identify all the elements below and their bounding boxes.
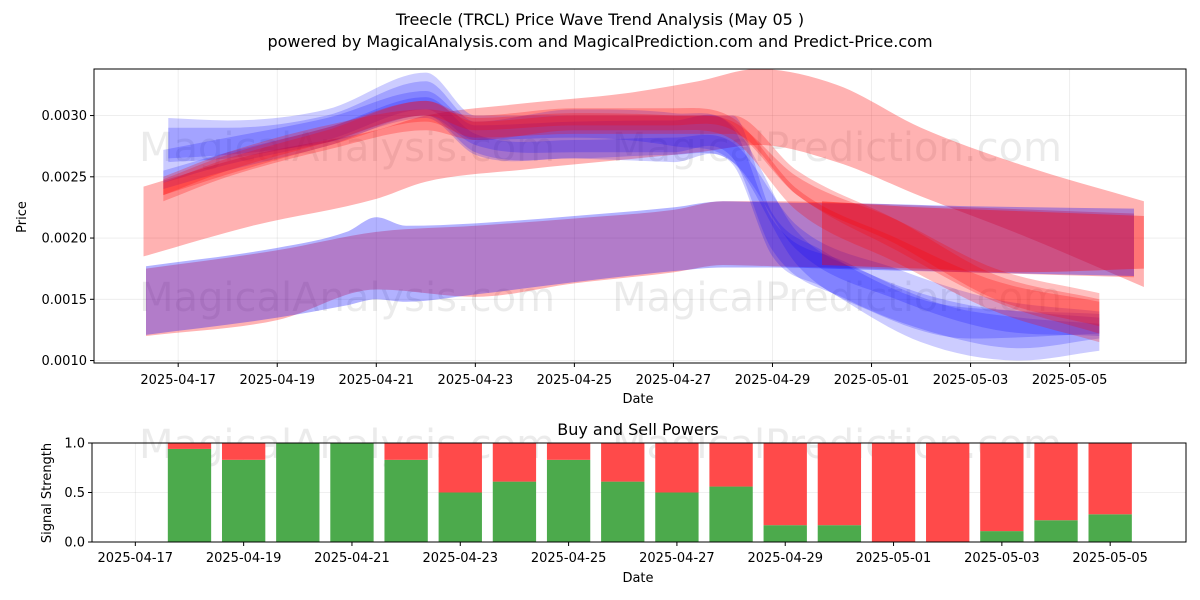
- main-watermark: MagicalPrediction.com: [612, 125, 1062, 171]
- price-band-blue-upper-1: [168, 72, 1100, 361]
- main-y-tick-label: 0.0020: [42, 232, 88, 247]
- signal-bars: [167, 443, 1132, 542]
- main-watermark: MagicalPrediction.com: [612, 275, 1062, 321]
- price-bands: [143, 69, 1144, 361]
- main-watermark: MagicalAnalysis.com: [139, 275, 555, 321]
- price-band-purple-lower-blue: [146, 201, 1134, 335]
- signal-x-tick-label: 2025-05-05: [1072, 551, 1148, 566]
- sell-bar: [655, 443, 699, 493]
- sell-bar: [926, 443, 970, 542]
- sell-bar: [980, 443, 1024, 532]
- main-y-axis-label: Price: [15, 201, 30, 233]
- sell-bar: [167, 443, 212, 449]
- main-x-tick-label: 2025-05-01: [834, 373, 910, 388]
- main-x-tick-label: 2025-05-03: [933, 373, 1009, 388]
- main-x-tick-label: 2025-04-29: [735, 373, 811, 388]
- signal-x-tick-label: 2025-04-23: [422, 551, 498, 566]
- main-x-tick-label: 2025-04-27: [636, 373, 712, 388]
- signal-x-tick-label: 2025-05-01: [856, 551, 932, 566]
- buy-bar: [601, 481, 645, 542]
- signal-x-tick-label: 2025-04-29: [747, 551, 823, 566]
- sell-bar: [438, 443, 482, 493]
- buy-bar: [438, 492, 482, 542]
- signal-y-tick-label: 0.5: [64, 486, 85, 501]
- sell-bar: [871, 443, 916, 542]
- sell-bar: [763, 443, 807, 526]
- signal-x-axis-label: Date: [622, 571, 653, 586]
- signal-x-tick-label: 2025-05-03: [964, 551, 1040, 566]
- signal-y-tick-label: 0.0: [64, 536, 85, 551]
- sell-bar: [817, 443, 862, 526]
- signal-x-tick-label: 2025-04-25: [531, 551, 607, 566]
- sell-bar: [384, 443, 428, 460]
- buy-bar: [763, 525, 807, 542]
- sell-bar: [1034, 443, 1078, 521]
- main-x-tick-label: 2025-05-05: [1032, 373, 1108, 388]
- buy-bar: [276, 443, 320, 542]
- main-x-tick-label: 2025-04-17: [140, 373, 216, 388]
- price-band-blue-upper-3: [168, 81, 1100, 339]
- buy-bar: [980, 531, 1024, 542]
- main-x-tick-label: 2025-04-19: [239, 373, 315, 388]
- sell-bar: [709, 443, 753, 487]
- buy-sell-powers-plot: MagicalAnalysis.comMagicalPrediction.com…: [64, 422, 1187, 566]
- buy-bar: [1034, 520, 1078, 542]
- signal-x-tick-label: 2025-04-19: [206, 551, 282, 566]
- signal-x-tick-label: 2025-04-27: [639, 551, 715, 566]
- main-x-tick-label: 2025-04-23: [438, 373, 514, 388]
- buy-bar: [655, 492, 699, 542]
- sell-bar: [601, 443, 645, 482]
- main-x-axis-label: Date: [622, 392, 653, 407]
- price-band-blue-upper-4: [163, 97, 1100, 337]
- main-plot-frame: [93, 68, 1187, 364]
- price-band-red-end: [822, 201, 1144, 273]
- buy-bar: [492, 481, 537, 542]
- main-x-tick-label: 2025-04-25: [537, 373, 613, 388]
- buy-bar: [1088, 514, 1132, 542]
- main-y-tick-label: 0.0025: [42, 170, 88, 185]
- main-grid: [94, 69, 1186, 363]
- sell-bar: [1088, 443, 1132, 515]
- main-watermark: MagicalAnalysis.com: [139, 125, 555, 171]
- main-y-tick-label: 0.0030: [42, 109, 88, 124]
- price-wave-plot: MagicalAnalysis.com MagicalPrediction.com…: [42, 68, 1187, 388]
- buy-bar: [167, 448, 212, 542]
- buy-bar: [330, 443, 374, 542]
- main-y-tick-label: 0.0010: [42, 354, 88, 369]
- buy-bar: [817, 525, 862, 542]
- main-chart-title: Treecle (TRCL) Price Wave Trend Analysis…: [395, 10, 804, 29]
- sell-bar: [492, 443, 537, 482]
- signal-x-tick-label: 2025-04-21: [314, 551, 390, 566]
- main-chart-subtitle: powered by MagicalAnalysis.com and Magic…: [267, 32, 932, 51]
- price-band-blue-upper-2: [163, 91, 1100, 349]
- signal-y-axis-label: Signal Strength: [40, 443, 55, 543]
- signal-y-tick-label: 1.0: [64, 437, 85, 452]
- buy-bar: [546, 459, 591, 542]
- sell-bar: [221, 443, 266, 460]
- price-band-red-wide: [143, 69, 1144, 288]
- buy-bar: [384, 459, 428, 542]
- sell-bar: [546, 443, 591, 460]
- main-x-tick-label: 2025-04-21: [339, 373, 415, 388]
- signal-chart-title: Buy and Sell Powers: [557, 420, 719, 439]
- signal-x-tick-label: 2025-04-17: [98, 551, 174, 566]
- buy-bar: [709, 486, 753, 542]
- buy-bar: [221, 459, 266, 542]
- price-band-purple-lower-red: [146, 201, 1134, 337]
- main-y-tick-label: 0.0015: [42, 293, 88, 308]
